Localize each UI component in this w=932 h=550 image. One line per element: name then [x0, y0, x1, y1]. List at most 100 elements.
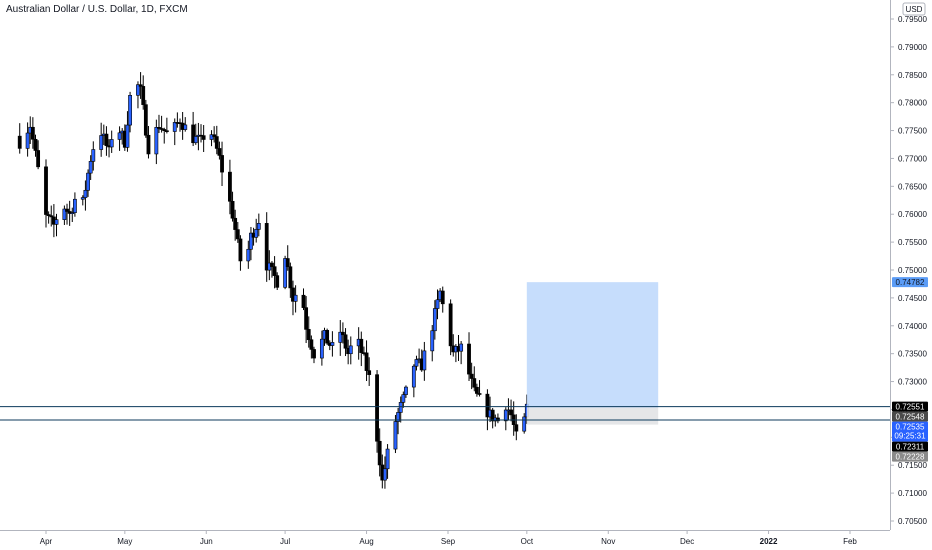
price-label: 0.72311 — [892, 441, 928, 452]
candle-body — [398, 402, 403, 413]
candle-body — [275, 275, 280, 288]
candle-body — [73, 198, 77, 213]
candle-body — [343, 334, 348, 349]
candle — [398, 396, 403, 423]
stop-zone[interactable] — [526, 407, 659, 425]
candle — [306, 316, 311, 348]
candle — [25, 122, 30, 157]
countdown-label: 09:25:31 — [894, 432, 926, 441]
x-tick-label: Jun — [200, 537, 213, 546]
candle-body — [383, 468, 387, 481]
candle — [288, 262, 293, 298]
candle-body — [293, 294, 298, 302]
candle — [343, 328, 348, 357]
candle — [396, 407, 400, 435]
candle — [249, 226, 253, 261]
time-axis-ticks: Apr May Jun Jul Aug Sep Oct Nov Dec 2022 Feb — [40, 530, 857, 546]
candle-body — [338, 331, 343, 343]
candle-body — [141, 86, 146, 105]
candle — [256, 213, 261, 237]
candle — [393, 414, 398, 454]
candle-body — [472, 378, 477, 388]
candle — [325, 328, 330, 345]
candle-body — [375, 374, 379, 442]
candle — [73, 192, 77, 217]
x-tick-label: Jul — [280, 537, 290, 546]
candle-body — [25, 132, 30, 149]
y-tick-label: 0.71000 — [898, 489, 927, 498]
x-tick-label: Aug — [359, 537, 373, 546]
y-tick-label: 0.76000 — [898, 210, 927, 219]
candle — [422, 341, 427, 381]
price-label-value: 0.74782 — [896, 278, 925, 287]
candle-body — [509, 409, 513, 416]
candle — [319, 330, 324, 366]
candle-body — [469, 373, 474, 379]
currency-badge[interactable]: USD — [902, 2, 926, 16]
y-tick-label: 0.74500 — [898, 294, 927, 303]
candle — [62, 205, 67, 225]
candle — [212, 126, 217, 143]
candle — [401, 391, 406, 408]
candle-body — [212, 134, 217, 137]
candle — [522, 413, 527, 434]
candle-body — [325, 330, 330, 344]
candle — [514, 414, 519, 441]
candle — [91, 141, 96, 171]
candle-body — [230, 200, 235, 219]
candle-body — [304, 307, 309, 330]
candle — [283, 255, 287, 290]
long-position-tool[interactable] — [526, 282, 659, 425]
candle-body — [288, 266, 293, 289]
currency-label: USD — [906, 5, 923, 14]
candle — [469, 362, 474, 390]
candle-body — [235, 229, 240, 240]
candle-body — [348, 345, 353, 355]
candle — [293, 285, 298, 313]
y-tick-label: 0.75000 — [898, 266, 927, 275]
candle-body — [88, 161, 93, 174]
candle — [359, 331, 364, 367]
price-label-value: 0.72551 — [896, 403, 925, 412]
candle-body — [359, 338, 364, 353]
price-label-bg — [892, 277, 928, 288]
target-zone[interactable] — [526, 282, 659, 408]
candle — [217, 141, 222, 160]
candle — [304, 296, 309, 344]
candle-body — [62, 208, 67, 220]
candle — [490, 408, 495, 429]
candle-body — [233, 217, 238, 230]
candle-body — [238, 238, 243, 262]
candle — [448, 299, 453, 356]
candle-body — [341, 331, 345, 336]
candle — [430, 325, 435, 362]
candle — [196, 122, 201, 151]
candle — [272, 256, 277, 289]
y-tick-label: 0.79000 — [898, 43, 927, 52]
price-label-bg — [892, 441, 928, 452]
candle-body — [430, 330, 435, 352]
candle — [440, 286, 445, 313]
candle — [136, 81, 140, 109]
candle-body — [33, 138, 38, 151]
candle — [330, 331, 335, 357]
candle-body — [256, 223, 261, 230]
candle — [146, 126, 151, 159]
candle — [509, 399, 513, 422]
candle — [191, 111, 196, 147]
y-tick-label: 0.73500 — [898, 350, 927, 359]
candle-body — [254, 229, 259, 238]
x-tick-label: Nov — [601, 537, 615, 546]
candle-body — [367, 370, 372, 375]
candle — [312, 346, 316, 364]
candle-body — [485, 393, 490, 418]
candle — [228, 159, 232, 215]
candle — [143, 99, 148, 138]
price-label-value: 0.72311 — [896, 443, 925, 452]
time-axis[interactable] — [0, 530, 890, 550]
candle-body — [301, 294, 306, 308]
horizontal-lines[interactable] — [0, 406, 890, 421]
candle — [477, 380, 482, 397]
